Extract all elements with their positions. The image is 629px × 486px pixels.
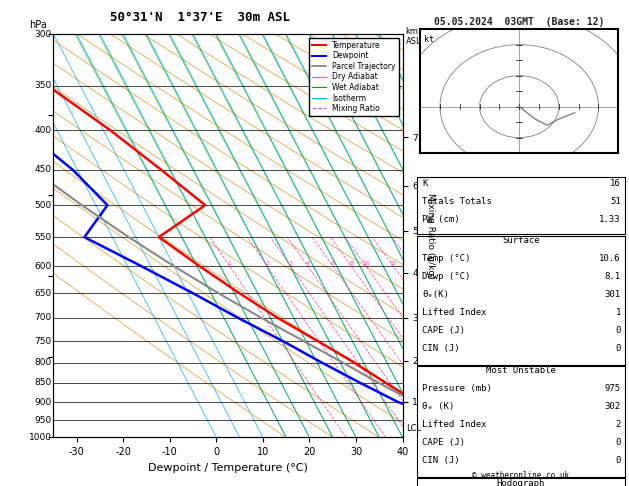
- Text: 850: 850: [35, 379, 52, 387]
- Text: 0: 0: [615, 438, 621, 447]
- X-axis label: Dewpoint / Temperature (°C): Dewpoint / Temperature (°C): [148, 463, 308, 473]
- Text: 1000: 1000: [29, 433, 52, 442]
- Text: CAPE (J): CAPE (J): [422, 326, 465, 335]
- Text: LCL: LCL: [406, 424, 421, 434]
- Text: Surface: Surface: [502, 236, 540, 245]
- Text: 450: 450: [35, 165, 52, 174]
- Text: 500: 500: [35, 201, 52, 209]
- Text: 2: 2: [265, 261, 269, 266]
- Text: 51: 51: [610, 197, 621, 206]
- Text: Temp (°C): Temp (°C): [422, 254, 470, 263]
- Text: 700: 700: [35, 313, 52, 322]
- Text: Pressure (mb): Pressure (mb): [422, 384, 492, 393]
- Text: 300: 300: [35, 30, 52, 38]
- Text: 550: 550: [35, 233, 52, 242]
- Text: Totals Totals: Totals Totals: [422, 197, 492, 206]
- Text: CIN (J): CIN (J): [422, 344, 460, 353]
- Text: K: K: [422, 179, 428, 188]
- Text: CAPE (J): CAPE (J): [422, 438, 465, 447]
- Text: θₑ (K): θₑ (K): [422, 402, 454, 411]
- Text: 50°31'N  1°37'E  30m ASL: 50°31'N 1°37'E 30m ASL: [110, 11, 290, 24]
- Text: 10: 10: [362, 261, 370, 266]
- Text: CIN (J): CIN (J): [422, 456, 460, 465]
- Text: km
ASL: km ASL: [406, 27, 421, 46]
- Text: 950: 950: [35, 416, 52, 425]
- Text: 0: 0: [615, 326, 621, 335]
- Legend: Temperature, Dewpoint, Parcel Trajectory, Dry Adiabat, Wet Adiabat, Isotherm, Mi: Temperature, Dewpoint, Parcel Trajectory…: [309, 38, 399, 116]
- Text: 400: 400: [35, 126, 52, 135]
- Text: Lifted Index: Lifted Index: [422, 308, 487, 317]
- Text: 900: 900: [35, 398, 52, 407]
- Text: 600: 600: [35, 262, 52, 271]
- Text: Most Unstable: Most Unstable: [486, 366, 556, 375]
- Text: 750: 750: [35, 336, 52, 346]
- Text: 8: 8: [349, 261, 353, 266]
- Text: 0: 0: [615, 456, 621, 465]
- Y-axis label: Mixing Ratio (g/kg): Mixing Ratio (g/kg): [426, 193, 435, 278]
- Text: 3: 3: [289, 261, 292, 266]
- Text: θₑ(K): θₑ(K): [422, 290, 449, 299]
- Text: 1: 1: [615, 308, 621, 317]
- Text: 800: 800: [35, 358, 52, 367]
- Text: 650: 650: [35, 289, 52, 297]
- Text: 975: 975: [604, 384, 621, 393]
- Text: 302: 302: [604, 402, 621, 411]
- Text: hPa: hPa: [29, 20, 47, 30]
- Text: 6: 6: [331, 261, 335, 266]
- Text: Hodograph: Hodograph: [497, 479, 545, 486]
- Text: 10.6: 10.6: [599, 254, 621, 263]
- Text: 16: 16: [610, 179, 621, 188]
- Text: 301: 301: [604, 290, 621, 299]
- Text: 05.05.2024  03GMT  (Base: 12): 05.05.2024 03GMT (Base: 12): [434, 17, 604, 27]
- Text: Lifted Index: Lifted Index: [422, 420, 487, 429]
- Text: Dewp (°C): Dewp (°C): [422, 272, 470, 281]
- Text: 350: 350: [35, 81, 52, 90]
- Text: 0: 0: [615, 344, 621, 353]
- Text: kt: kt: [424, 35, 434, 44]
- Text: 8.1: 8.1: [604, 272, 621, 281]
- Text: 4: 4: [306, 261, 310, 266]
- Text: 15: 15: [389, 261, 398, 266]
- Text: 2: 2: [615, 420, 621, 429]
- Text: © weatheronline.co.uk: © weatheronline.co.uk: [472, 471, 569, 480]
- Text: PW (cm): PW (cm): [422, 215, 460, 224]
- Text: 1: 1: [228, 261, 231, 266]
- Text: 1.33: 1.33: [599, 215, 621, 224]
